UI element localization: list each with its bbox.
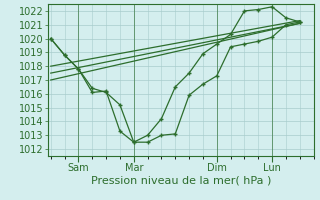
X-axis label: Pression niveau de la mer( hPa ): Pression niveau de la mer( hPa ) [91,176,271,186]
